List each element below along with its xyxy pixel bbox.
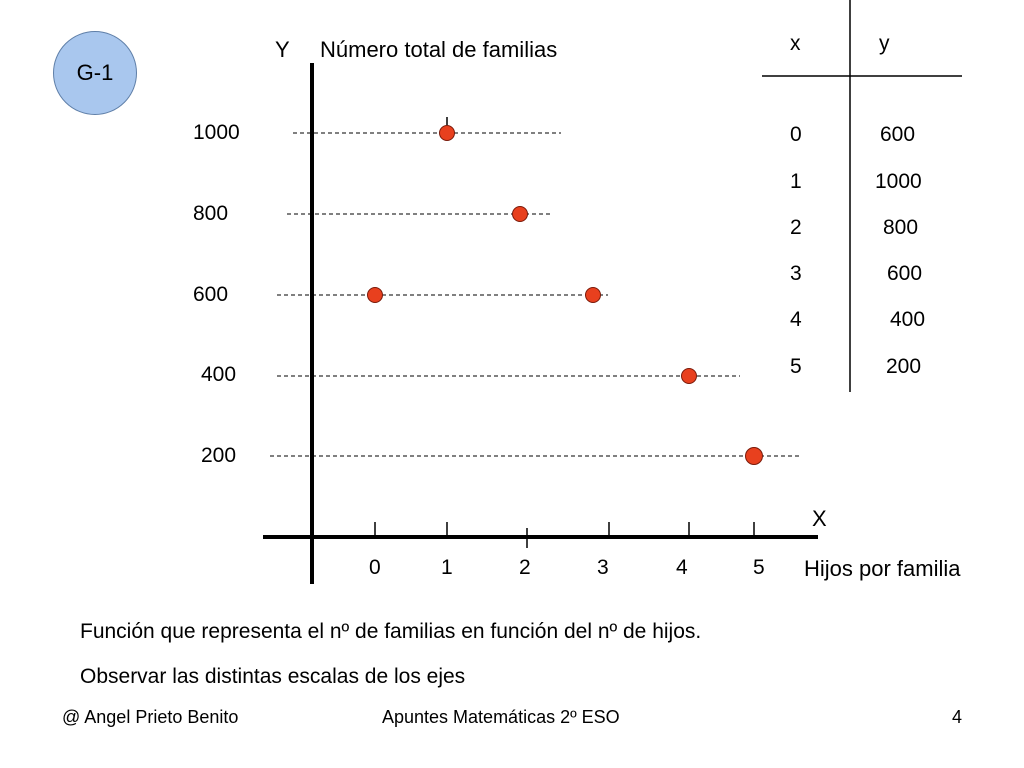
data-point-0 bbox=[367, 287, 383, 303]
table-cell-x-1: 1 bbox=[790, 170, 802, 193]
table-header-x: x bbox=[790, 32, 801, 55]
y-tick-label-200: 200 bbox=[201, 444, 237, 467]
data-point-1 bbox=[439, 125, 455, 141]
table-cell-y-3: 600 bbox=[887, 262, 923, 285]
data-point-3 bbox=[585, 287, 601, 303]
y-tick-label-1000: 1000 bbox=[193, 121, 240, 144]
table-header-y: y bbox=[879, 32, 890, 55]
slide-badge-label: G-1 bbox=[76, 60, 114, 85]
table-cell-y-1: 1000 bbox=[875, 170, 922, 193]
y-axis-letter: Y bbox=[275, 37, 290, 62]
table-cell-y-5: 200 bbox=[886, 355, 922, 378]
x-ticks bbox=[374, 117, 755, 548]
table-cell-y-2: 800 bbox=[883, 216, 919, 239]
table-cell-x-4: 4 bbox=[790, 308, 802, 331]
scatter-chart bbox=[263, 0, 962, 584]
data-point-4 bbox=[681, 368, 697, 384]
caption-line-1: Función que representa el nº de familias… bbox=[80, 620, 702, 643]
axes bbox=[263, 63, 818, 584]
footer-course: Apuntes Matemáticas 2º ESO bbox=[382, 707, 620, 727]
data-points bbox=[367, 125, 763, 465]
x-axis-letter: X bbox=[812, 506, 827, 531]
x-axis-title: Hijos por familia bbox=[804, 556, 961, 581]
values-table-lines bbox=[762, 0, 962, 392]
y-axis-title: Número total de familias bbox=[320, 37, 558, 62]
table-cell-y-4: 400 bbox=[890, 308, 926, 331]
y-tick-label-400: 400 bbox=[201, 363, 237, 386]
footer-author: @ Angel Prieto Benito bbox=[62, 707, 239, 727]
table-cell-y-0: 600 bbox=[880, 123, 916, 146]
table-cell-x-5: 5 bbox=[790, 355, 802, 378]
data-point-2 bbox=[512, 206, 528, 222]
footer-page-number: 4 bbox=[952, 707, 963, 727]
slide-badge: G-1 bbox=[53, 31, 137, 115]
y-tick-label-800: 800 bbox=[193, 202, 229, 225]
x-tick-label-4: 4 bbox=[676, 556, 688, 579]
x-tick-label-3: 3 bbox=[597, 556, 609, 579]
table-cell-x-0: 0 bbox=[790, 123, 802, 146]
caption-line-2: Observar las distintas escalas de los ej… bbox=[80, 665, 466, 688]
table-cell-x-3: 3 bbox=[790, 262, 802, 285]
x-tick-label-5: 5 bbox=[753, 556, 765, 579]
x-tick-label-0: 0 bbox=[369, 556, 381, 579]
table-cell-x-2: 2 bbox=[790, 216, 802, 239]
y-tick-label-600: 600 bbox=[193, 283, 229, 306]
data-point-5 bbox=[745, 447, 763, 465]
guide-lines bbox=[270, 132, 802, 457]
x-tick-label-1: 1 bbox=[441, 556, 453, 579]
x-tick-label-2: 2 bbox=[519, 556, 531, 579]
